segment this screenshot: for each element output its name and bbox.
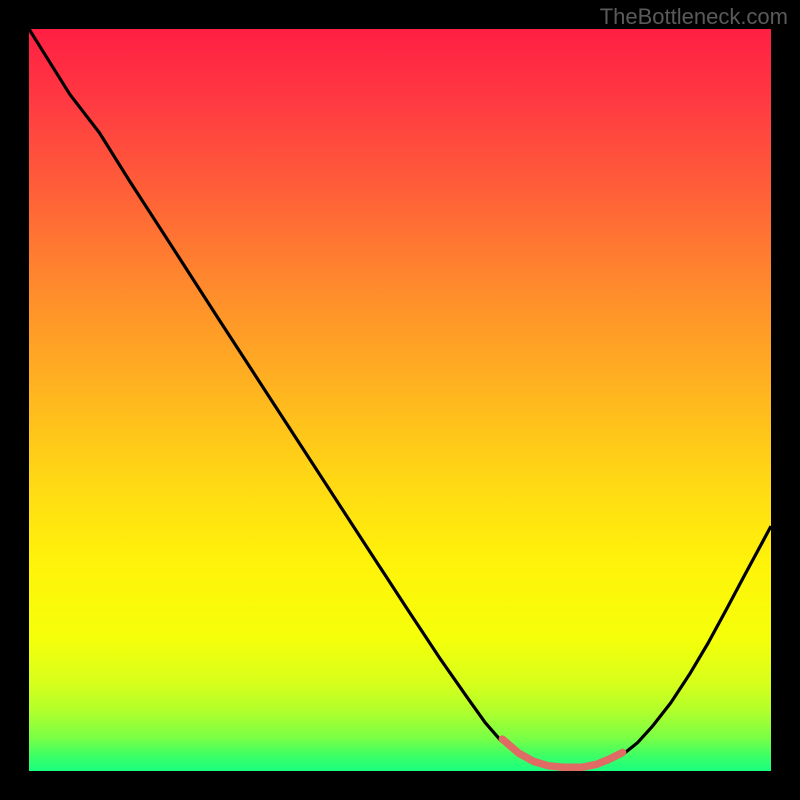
chart-background	[29, 29, 771, 771]
watermark-text: TheBottleneck.com	[600, 4, 788, 30]
chart-plot-area	[29, 29, 771, 771]
chart-svg	[29, 29, 771, 771]
